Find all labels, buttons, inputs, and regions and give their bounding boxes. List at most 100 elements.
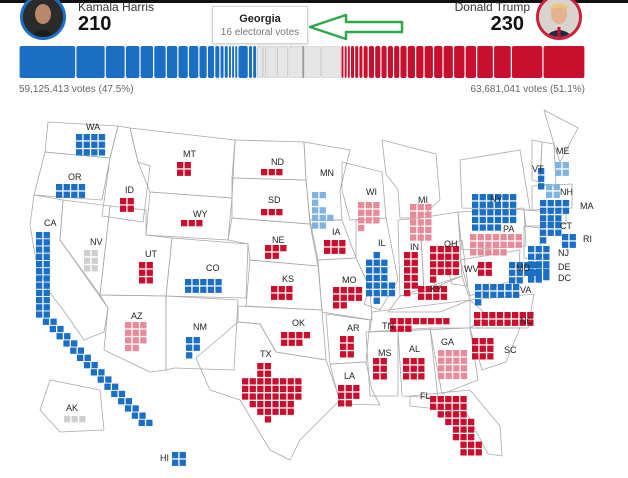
state-vt[interactable] <box>538 168 545 190</box>
state-ca[interactable] <box>36 232 153 426</box>
bar-segment-wi[interactable] <box>266 46 277 78</box>
state-ri[interactable] <box>562 234 576 248</box>
state-ar[interactable] <box>340 336 354 358</box>
state-or[interactable] <box>56 184 86 198</box>
state-wv[interactable] <box>478 262 492 276</box>
state-wa[interactable] <box>76 134 106 156</box>
bar-segment-nv[interactable] <box>257 46 263 78</box>
state-nc[interactable] <box>474 312 534 326</box>
bar-segment-vt[interactable] <box>228 46 231 78</box>
bar-segment-mo[interactable] <box>443 46 453 78</box>
state-mn[interactable] <box>312 192 334 229</box>
state-nm[interactable] <box>186 337 200 359</box>
state-co[interactable] <box>185 279 222 293</box>
bar-segment-ne[interactable] <box>363 46 368 78</box>
bar-segment-sc[interactable] <box>434 46 443 78</box>
state-va[interactable] <box>475 284 520 306</box>
bar-segment-pa[interactable] <box>321 46 341 78</box>
bar-segment-ga[interactable] <box>304 46 321 78</box>
bar-segment-hi[interactable] <box>224 46 228 78</box>
bar-segment-nc[interactable] <box>477 46 493 78</box>
state-md[interactable] <box>509 262 539 284</box>
bar-segment-sd[interactable] <box>347 46 350 78</box>
bar-segment-nm[interactable] <box>215 46 220 78</box>
state-wi[interactable] <box>358 202 380 232</box>
bar-segment-va[interactable] <box>140 46 154 78</box>
bar-segment-tx[interactable] <box>543 46 585 78</box>
state-az[interactable] <box>125 322 147 352</box>
bar-segment-ri[interactable] <box>220 46 224 78</box>
state-ga[interactable] <box>438 350 468 380</box>
state-fl[interactable] <box>430 396 482 456</box>
bar-segment-mn[interactable] <box>238 46 248 78</box>
bar-segment-wa[interactable] <box>154 46 166 78</box>
state-la[interactable] <box>338 385 360 407</box>
bar-segment-mi[interactable] <box>288 46 304 78</box>
state-ct[interactable] <box>540 222 562 244</box>
bar-segment-de[interactable] <box>232 46 235 78</box>
bar-segment-me[interactable] <box>253 46 257 78</box>
state-mt[interactable] <box>177 162 191 176</box>
bar-segment-ok[interactable] <box>400 46 407 78</box>
state-ny[interactable] <box>472 194 517 231</box>
bar-segment-la[interactable] <box>407 46 416 78</box>
state-sc[interactable] <box>472 338 494 360</box>
bar-segment-ak[interactable] <box>263 46 266 78</box>
bar-segment-co[interactable] <box>178 46 188 78</box>
bar-segment-nd[interactable] <box>344 46 347 78</box>
bar-segment-ks[interactable] <box>375 46 381 78</box>
bar-segment-ia[interactable] <box>381 46 387 78</box>
state-tx[interactable] <box>242 363 302 423</box>
bar-segment-ut[interactable] <box>368 46 374 78</box>
bar-segment-mt[interactable] <box>355 46 359 78</box>
state-de[interactable] <box>528 262 550 269</box>
state-ky[interactable] <box>418 286 448 300</box>
state-ma[interactable] <box>540 200 570 222</box>
bar-segment-dc[interactable] <box>235 46 238 78</box>
bar-segment-al[interactable] <box>424 46 433 78</box>
bar-segment-fl[interactable] <box>511 46 543 78</box>
bar-segment-tn[interactable] <box>465 46 477 78</box>
state-il[interactable] <box>366 252 396 304</box>
state-oh[interactable] <box>430 246 460 283</box>
bar-segment-oh[interactable] <box>494 46 511 78</box>
state-id[interactable] <box>120 198 134 212</box>
bar-segment-wy[interactable] <box>341 46 344 78</box>
state-ut[interactable] <box>139 262 153 284</box>
state-wy[interactable] <box>181 220 203 227</box>
state-al[interactable] <box>403 358 425 380</box>
bar-segment-ky[interactable] <box>416 46 424 78</box>
bar-segment-ct[interactable] <box>207 46 215 78</box>
state-ne[interactable] <box>265 245 287 259</box>
bar-segment-ma[interactable] <box>166 46 178 78</box>
bar-segment-id[interactable] <box>350 46 354 78</box>
state-nd[interactable] <box>261 169 283 176</box>
bar-segment-nh[interactable] <box>248 46 252 78</box>
state-nh[interactable] <box>546 184 560 198</box>
bar-segment-ms[interactable] <box>394 46 400 78</box>
state-me[interactable] <box>555 162 569 176</box>
state-ak[interactable] <box>64 416 86 423</box>
state-ok[interactable] <box>281 332 311 346</box>
state-ia[interactable] <box>324 240 346 254</box>
bar-segment-ny[interactable] <box>76 46 105 78</box>
state-dc[interactable] <box>528 274 550 281</box>
state-in[interactable] <box>404 252 418 297</box>
bar-segment-nj[interactable] <box>125 46 140 78</box>
bar-segment-il[interactable] <box>105 46 125 78</box>
bar-segment-wv[interactable] <box>359 46 363 78</box>
state-mo[interactable] <box>333 287 363 309</box>
state-ks[interactable] <box>271 286 293 300</box>
bar-segment-ca[interactable] <box>19 46 76 78</box>
state-hi[interactable] <box>172 452 186 466</box>
bar-segment-in[interactable] <box>454 46 465 78</box>
state-ms[interactable] <box>373 358 387 380</box>
bar-segment-or[interactable] <box>199 46 207 78</box>
bar-segment-ar[interactable] <box>387 46 393 78</box>
state-sd[interactable] <box>261 209 283 216</box>
state-mi[interactable] <box>410 204 432 241</box>
state-nv[interactable] <box>84 250 98 272</box>
state-tn[interactable] <box>390 318 450 332</box>
bar-segment-az[interactable] <box>277 46 289 78</box>
state-pa[interactable] <box>470 234 522 256</box>
